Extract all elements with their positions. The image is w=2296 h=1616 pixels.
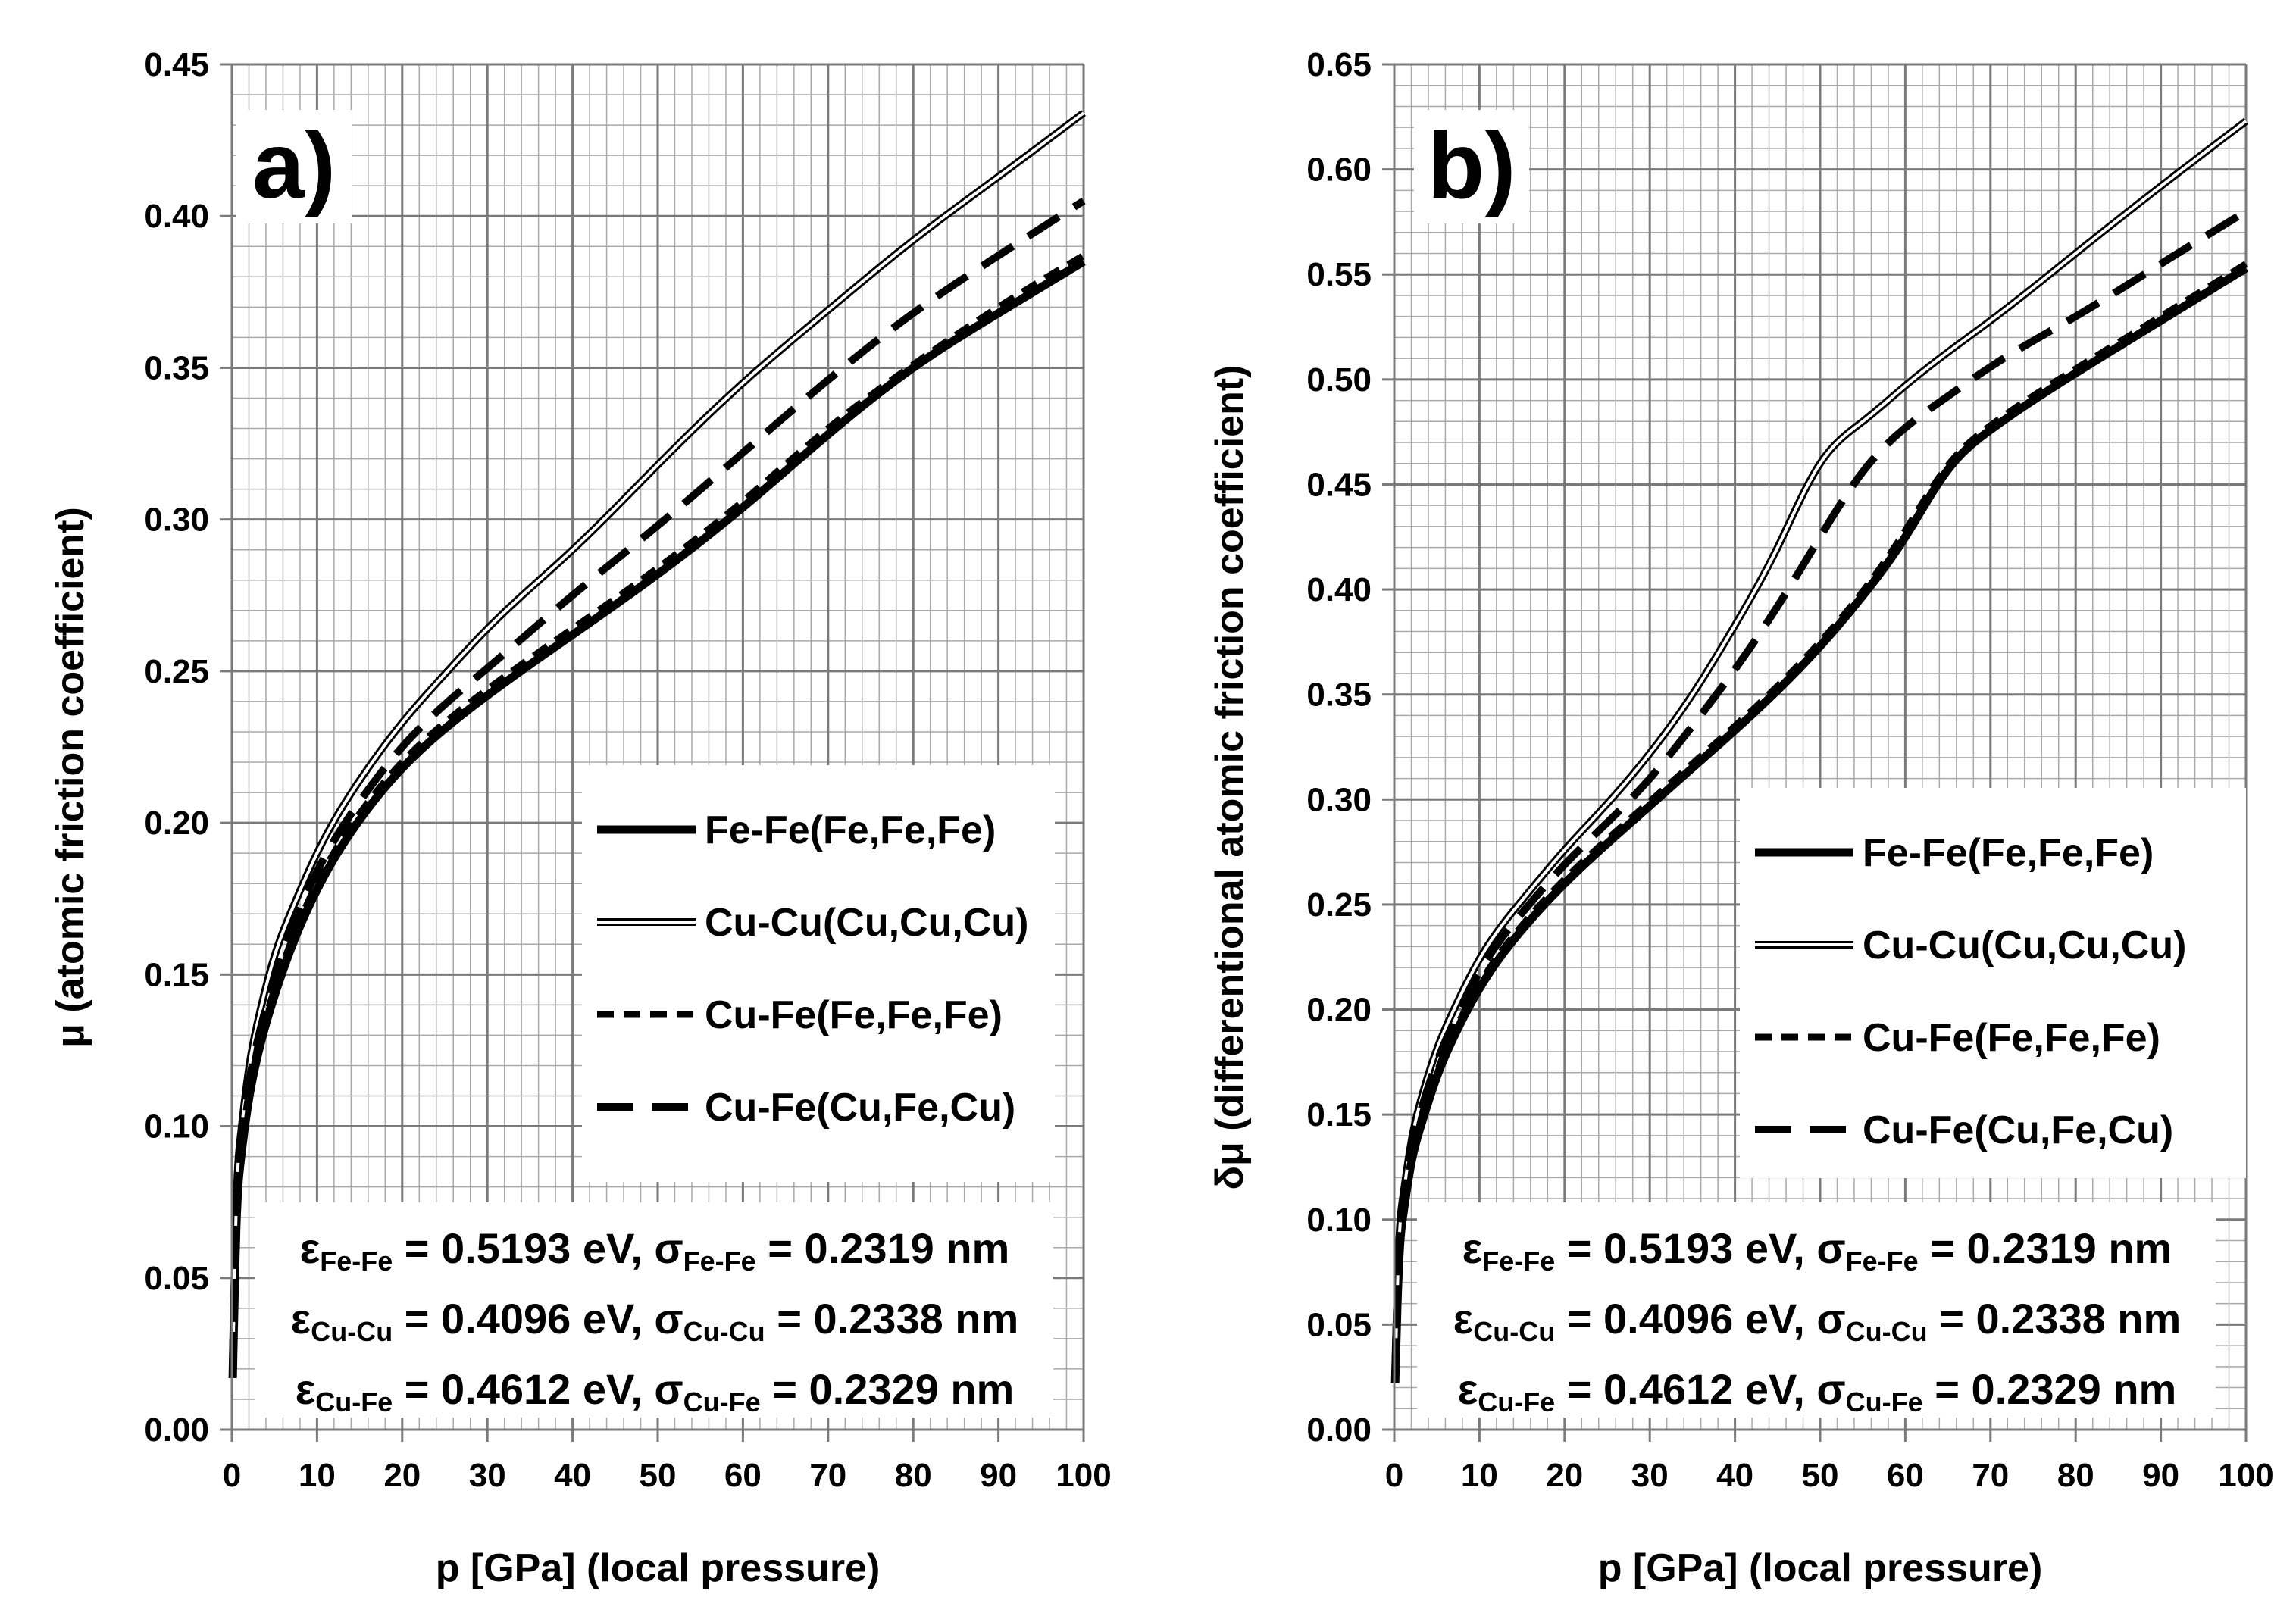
- y-tick-label: 0.15: [1306, 1096, 1372, 1133]
- legend-label: Fe-Fe(Fe,Fe,Fe): [1863, 831, 2154, 875]
- y-tick-label: 0.30: [144, 502, 209, 539]
- x-tick-label: 60: [1887, 1457, 1924, 1494]
- x-tick-label: 100: [1056, 1457, 1111, 1494]
- x-tick-label: 0: [223, 1457, 241, 1494]
- series-line-Cu-Fe(Cu,Fe,Cu): [229, 197, 1086, 1376]
- legend-entry: Cu-Fe(Fe,Fe,Fe): [597, 993, 1003, 1037]
- y-axis-label: δμ (differentional atomic friction coeff…: [1208, 365, 1252, 1190]
- x-tick-label: 40: [1716, 1457, 1753, 1494]
- panel-label: a): [252, 114, 336, 218]
- legend-label: Cu-Cu(Cu,Cu,Cu): [705, 901, 1028, 945]
- y-tick-label: 0.15: [144, 956, 209, 993]
- parameter-line: εCu-Cu = 0.4096 eV, σCu-Cu = 0.2338 nm: [1453, 1295, 2182, 1347]
- y-tick-label: 0.10: [1306, 1202, 1372, 1239]
- x-tick-label: 50: [640, 1457, 677, 1494]
- x-tick-label: 30: [1631, 1457, 1669, 1494]
- x-tick-label: 40: [554, 1457, 591, 1494]
- series-line-Cu-Cu(Cu,Cu,Cu): [1391, 117, 2248, 1381]
- y-tick-label: 0.40: [1306, 571, 1372, 608]
- legend-label: Cu-Fe(Cu,Fe,Cu): [705, 1086, 1015, 1130]
- legend-label: Cu-Cu(Cu,Cu,Cu): [1863, 924, 2186, 967]
- legend-label: Cu-Fe(Fe,Fe,Fe): [1863, 1016, 2160, 1060]
- x-tick-label: 90: [980, 1457, 1017, 1494]
- legend-label: Fe-Fe(Fe,Fe,Fe): [705, 808, 996, 852]
- x-tick-label: 70: [809, 1457, 846, 1494]
- x-tick-label: 80: [895, 1457, 932, 1494]
- y-tick-label: 0.10: [144, 1108, 209, 1146]
- series-line-Cu-Fe(Cu,Fe,Cu): [1391, 208, 2248, 1383]
- x-tick-label: 70: [1972, 1457, 2009, 1494]
- y-tick-label: 0.65: [1306, 46, 1372, 83]
- panel-label-box: [1414, 110, 1529, 223]
- series-path: [1391, 261, 2248, 1385]
- y-tick-label: 0.45: [1306, 466, 1372, 503]
- series-path: [1394, 120, 2248, 1379]
- x-tick-label: 100: [2218, 1457, 2273, 1494]
- legend-entry: Cu-Fe(Fe,Fe,Fe): [1755, 1016, 2160, 1060]
- y-axis-label: μ (atomic friction coefficient): [48, 507, 92, 1048]
- y-tick-label: 0.05: [1306, 1306, 1372, 1343]
- series-path: [229, 197, 1086, 1376]
- y-tick-label: 0.00: [144, 1411, 209, 1449]
- chart-panel-a: a) Fe-Fe(Fe,Fe,Fe) Cu-Cu(Cu,Cu,Cu) Cu-Fe(Fe…: [48, 46, 1112, 1590]
- y-tick-label: 0.50: [1306, 361, 1372, 399]
- x-tick-label: 10: [1461, 1457, 1498, 1494]
- parameter-line: εCu-Fe = 0.4612 eV, σCu-Fe = 0.2329 nm: [1458, 1365, 2177, 1418]
- panel-label: b): [1427, 114, 1516, 218]
- x-tick-label: 30: [469, 1457, 506, 1494]
- x-tick-label: 10: [299, 1457, 336, 1494]
- legend-entry: Cu-Fe(Cu,Fe,Cu): [597, 1086, 1015, 1130]
- parameter-box-bg: [1417, 1202, 2216, 1418]
- legend-box: [582, 765, 1055, 1182]
- y-tick-label: 0.35: [1306, 677, 1372, 714]
- series-path: [231, 111, 1085, 1371]
- parameter-line: εFe-Fe = 0.5193 eV, σFe-Fe = 0.2319 nm: [1462, 1224, 2172, 1277]
- parameter-line: εCu-Cu = 0.4096 eV, σCu-Cu = 0.2338 nm: [291, 1295, 1019, 1347]
- series-line-Cu-Cu(Cu,Cu,Cu): [229, 110, 1086, 1373]
- x-axis-label: p [GPa] (local pressure): [436, 1546, 881, 1590]
- legend: Fe-Fe(Fe,Fe,Fe) Cu-Cu(Cu,Cu,Cu) Cu-Fe(Fe,F…: [1740, 788, 2246, 1178]
- x-tick-label: 0: [1385, 1457, 1403, 1494]
- panel-label-box: [236, 110, 352, 223]
- y-tick-label: 0.55: [1306, 256, 1372, 293]
- series-line-Cu-Fe(Fe,Fe,Fe): [1391, 261, 2248, 1385]
- y-tick-label: 0.40: [144, 198, 209, 235]
- parameter-box-bg: [255, 1202, 1053, 1418]
- x-tick-label: 80: [2057, 1457, 2094, 1494]
- parameter-box: εFe-Fe = 0.5193 eV, σFe-Fe = 0.2319 nm εC…: [255, 1202, 1053, 1418]
- x-tick-label: 20: [1546, 1457, 1583, 1494]
- parameter-line: εCu-Fe = 0.4612 eV, σCu-Fe = 0.2329 nm: [296, 1365, 1015, 1418]
- y-tick-label: 0.30: [1306, 781, 1372, 818]
- x-tick-label: 60: [724, 1457, 762, 1494]
- x-axis-label: p [GPa] (local pressure): [1598, 1546, 2043, 1590]
- y-tick-label: 0.05: [144, 1260, 209, 1297]
- legend-entry: Cu-Fe(Cu,Fe,Cu): [1755, 1108, 2173, 1152]
- x-tick-label: 50: [1802, 1457, 1839, 1494]
- y-tick-label: 0.00: [1306, 1411, 1372, 1449]
- x-tick-label: 20: [383, 1457, 421, 1494]
- series-path: [1391, 208, 2248, 1383]
- y-tick-label: 0.20: [144, 805, 209, 842]
- chart-panel-b: b) Fe-Fe(Fe,Fe,Fe) Cu-Cu(Cu,Cu,Cu) Cu-Fe(Fe…: [1208, 46, 2274, 1590]
- parameter-line: εFe-Fe = 0.5193 eV, σFe-Fe = 0.2319 nm: [300, 1224, 1010, 1277]
- y-tick-label: 0.45: [144, 46, 209, 83]
- y-tick-label: 0.35: [144, 349, 209, 386]
- y-tick-label: 0.25: [1306, 886, 1372, 924]
- legend: Fe-Fe(Fe,Fe,Fe) Cu-Cu(Cu,Cu,Cu) Cu-Fe(Fe,F…: [582, 765, 1055, 1182]
- series-path: [229, 252, 1086, 1378]
- legend-entry: Cu-Cu(Cu,Cu,Cu): [1755, 924, 2186, 967]
- y-tick-label: 0.20: [1306, 992, 1372, 1029]
- y-tick-label: 0.25: [144, 653, 209, 690]
- legend-entry: Fe-Fe(Fe,Fe,Fe): [1755, 831, 2154, 875]
- legend-label: Cu-Fe(Fe,Fe,Fe): [705, 993, 1003, 1037]
- legend-entry: Fe-Fe(Fe,Fe,Fe): [597, 808, 996, 852]
- x-tick-label: 90: [2142, 1457, 2179, 1494]
- legend-label: Cu-Fe(Cu,Fe,Cu): [1863, 1108, 2173, 1152]
- series-line-Cu-Fe(Fe,Fe,Fe): [229, 252, 1086, 1378]
- parameter-box: εFe-Fe = 0.5193 eV, σFe-Fe = 0.2319 nm εC…: [1417, 1202, 2216, 1418]
- y-tick-label: 0.60: [1306, 152, 1372, 189]
- legend-entry: Cu-Cu(Cu,Cu,Cu): [597, 901, 1028, 945]
